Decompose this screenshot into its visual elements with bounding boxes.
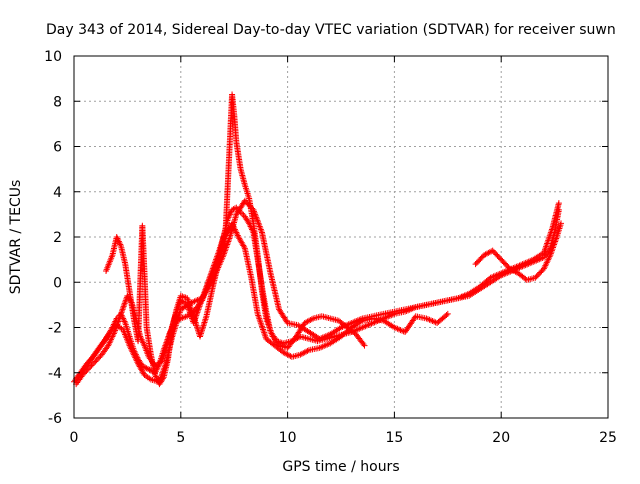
y-tick-label: 8	[53, 94, 62, 110]
y-tick-label: 2	[53, 230, 62, 246]
x-tick-label: 20	[492, 430, 510, 446]
x-tick-label: 15	[385, 430, 403, 446]
data-point	[558, 220, 565, 227]
data-point-interp	[82, 369, 89, 376]
chart-title: Day 343 of 2014, Sidereal Day-to-day VTE…	[46, 22, 616, 38]
y-tick-label: -6	[48, 411, 62, 427]
data-point-interp	[83, 367, 90, 374]
grid-lines	[74, 56, 608, 418]
data-point-interp	[360, 341, 367, 348]
data-point	[555, 200, 562, 207]
data-point-interp	[84, 366, 91, 373]
y-tick-label: -2	[48, 321, 62, 337]
x-tick-label: 25	[599, 430, 617, 446]
data-point	[361, 342, 368, 349]
x-tick-label: 0	[70, 430, 79, 446]
data-point	[85, 365, 92, 372]
data-point	[79, 372, 86, 379]
data-point-interp	[94, 355, 101, 362]
data-point-interp	[159, 375, 166, 382]
data-point	[92, 358, 99, 365]
data-points	[71, 91, 565, 388]
y-tick-label: -4	[48, 366, 62, 382]
y-tick-label: 10	[44, 49, 62, 65]
data-point-interp	[231, 205, 238, 212]
data-point-interp	[96, 354, 103, 361]
data-point-interp	[80, 370, 87, 377]
data-point-interp	[93, 357, 100, 364]
y-tick-label: 0	[53, 275, 62, 291]
x-axis-label: GPS time / hours	[282, 459, 399, 475]
data-point	[444, 310, 451, 317]
data-point-interp	[411, 314, 418, 321]
data-point-interp	[88, 362, 95, 369]
y-axis-label: SDTVAR / TECUs	[8, 180, 24, 295]
data-point-interp	[241, 243, 248, 250]
data-point-interp	[488, 248, 495, 255]
series-track-e	[472, 220, 565, 283]
x-tick-label: 10	[279, 430, 297, 446]
y-tick-label: 6	[53, 140, 62, 156]
data-point-interp	[443, 312, 450, 319]
data-point-interp	[87, 363, 94, 370]
data-point-interp	[91, 359, 98, 366]
data-point-interp	[304, 347, 311, 354]
data-point-interp	[89, 361, 96, 368]
y-tick-label: 4	[53, 185, 62, 201]
x-tick-label: 5	[176, 430, 185, 446]
axis-ticks: 0 5 10 15 20 25 -6 -4 -2 0 2 4 6 8 10	[44, 49, 617, 446]
data-point-interp	[308, 316, 315, 323]
series-track-d	[103, 220, 451, 388]
